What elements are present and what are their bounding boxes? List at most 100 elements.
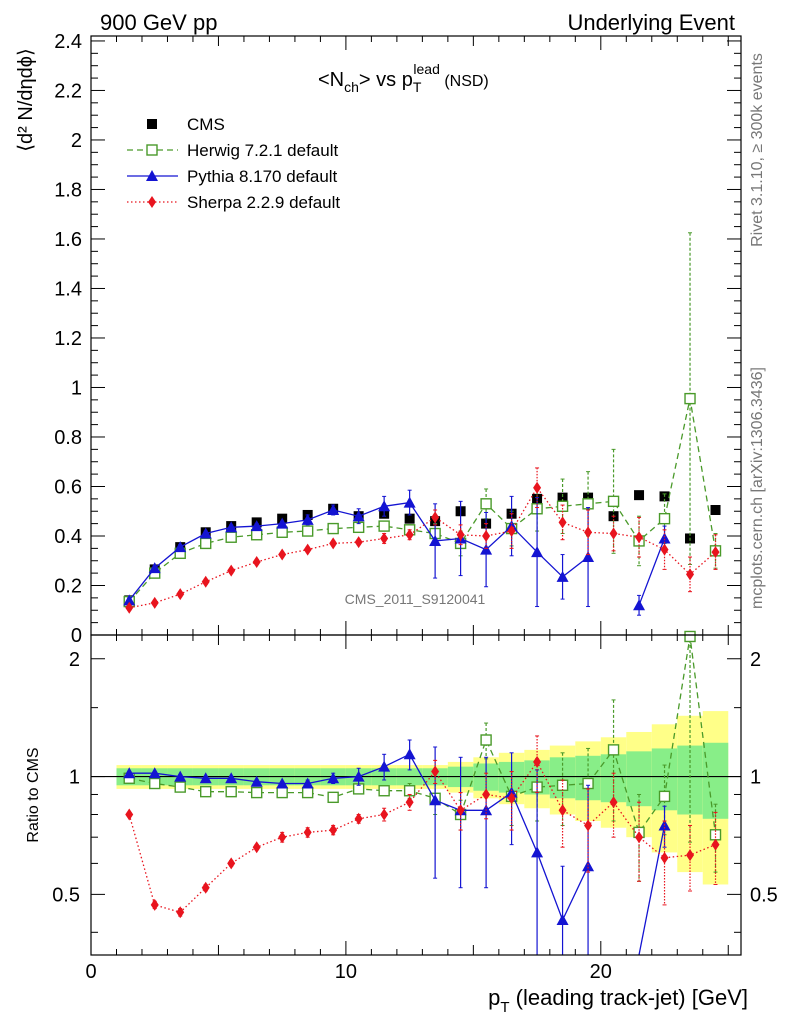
ratio-uncertainty-band (91, 711, 741, 885)
main-data-point (584, 526, 593, 539)
legend-entry: Sherpa 2.2.9 default (127, 193, 340, 212)
ratio-data-point (352, 770, 365, 782)
ratio-data-point (276, 786, 288, 799)
y-tick-label: 0.8 (54, 427, 82, 449)
main-data-point (684, 392, 696, 405)
main-data-point (201, 575, 210, 588)
ratio-data-point (303, 826, 312, 839)
legend-label: Sherpa 2.2.9 default (187, 193, 340, 212)
ratio-data-point (380, 808, 389, 821)
main-data-point (250, 520, 263, 532)
ratio-data-point (660, 851, 669, 864)
main-data-point (403, 496, 416, 508)
ratio-data-point (354, 812, 363, 825)
y-tick-label: 2 (71, 130, 82, 152)
legend: CMS Herwig 7.2.1 default Pythia 8.170 defa… (127, 115, 340, 212)
main-series-line (128, 501, 666, 606)
legend-marker (146, 170, 158, 181)
main-data-point (276, 526, 288, 538)
y-tick-label: 0.2 (54, 575, 82, 597)
main-data-point (456, 528, 465, 541)
ratio-data-point (225, 785, 237, 798)
main-data-point (378, 500, 391, 512)
chart-axes: 0 10 20 0 0.2 0.4 0.6 0.8 1 1.2 1.4 1.6 1.8 2 2.2 2.4 0.… (52, 31, 778, 983)
main-data-point (480, 543, 493, 555)
main-series-line (128, 398, 717, 603)
ratio-data-point (431, 765, 440, 778)
y-tick-label: 2.2 (54, 80, 82, 102)
x-tick-label: 0 (85, 961, 96, 983)
main-data-point (660, 543, 669, 556)
y-tick-label: 1.8 (54, 179, 82, 201)
main-data-point (199, 527, 212, 539)
ratio-data-point (403, 748, 416, 760)
main-data-point (301, 513, 314, 525)
main-data-point (352, 510, 365, 522)
rivet-label: Rivet 3.1.10, ≥ 300k events (749, 53, 766, 247)
ratio-y-tick-label-left: 0.5 (52, 884, 80, 906)
main-data-point (431, 511, 440, 524)
main-data-point (658, 512, 671, 525)
ratio-y-tick-label-left: 1 (69, 767, 80, 789)
ratio-y-tick-label-right: 2 (750, 649, 761, 671)
ratio-data-point (123, 767, 136, 779)
main-data-point (531, 546, 544, 558)
legend-entry: Pythia 8.170 default (127, 167, 338, 186)
ratio-data-point (327, 791, 339, 804)
legend-entry: CMS (147, 115, 225, 134)
ratio-data-point (533, 755, 542, 768)
main-data-point (227, 564, 236, 577)
ratio-data-point (607, 744, 620, 756)
legend-marker (148, 196, 156, 208)
main-data-point (635, 531, 644, 544)
ratio-data-point (609, 796, 618, 809)
main-data-point (225, 531, 237, 543)
main-data-point (582, 551, 595, 563)
ratio-data-point (201, 881, 210, 894)
main-data-point (125, 601, 134, 614)
main-data-point (327, 504, 340, 516)
band-inner-bin (626, 751, 652, 807)
ratio-data-point (227, 857, 236, 870)
legend-label: Pythia 8.170 default (187, 167, 338, 186)
main-series-sherpa (125, 467, 720, 614)
main-data-point (658, 532, 671, 544)
ratio-data-point (176, 906, 185, 919)
legend-marker (147, 119, 157, 129)
y-tick-label: 1.6 (54, 229, 82, 251)
y-tick-label: 1.2 (54, 328, 82, 350)
main-data-point (174, 541, 187, 553)
ratio-data-point (711, 838, 720, 851)
ratio-data-point (456, 804, 465, 817)
ratio-data-point (684, 630, 696, 643)
main-data-point (278, 548, 287, 561)
ratio-y-tick-label-right: 1 (750, 767, 761, 789)
ratio-data-point (301, 777, 314, 789)
main-data-point (633, 599, 646, 611)
ratio-data-point (327, 772, 340, 784)
chart-marks (123, 232, 722, 956)
main-data-point (507, 525, 516, 538)
main-data-point (327, 522, 339, 535)
main-data-point (533, 481, 542, 494)
ratio-data-point (174, 781, 186, 793)
ratio-data-point (301, 786, 314, 799)
legend-entry: Herwig 7.2.1 default (127, 141, 338, 160)
main-data-point (148, 562, 161, 574)
ratio-data-point (125, 808, 134, 821)
header-left: 900 GeV pp (100, 10, 217, 35)
ratio-data-point (582, 860, 595, 872)
main-data-point (123, 594, 136, 606)
ratio-data-point (584, 819, 593, 832)
y-tick-label: 0.6 (54, 476, 82, 498)
legend-marker (146, 144, 158, 156)
main-data-point (378, 520, 390, 532)
y-tick-label: 2.4 (54, 31, 82, 53)
y-tick-label: 0.4 (54, 526, 82, 548)
main-data-point (200, 537, 212, 550)
header-right: Underlying Event (567, 10, 735, 35)
ratio-ylabel: Ratio to CMS (25, 747, 42, 842)
ratio-data-point (635, 831, 644, 844)
